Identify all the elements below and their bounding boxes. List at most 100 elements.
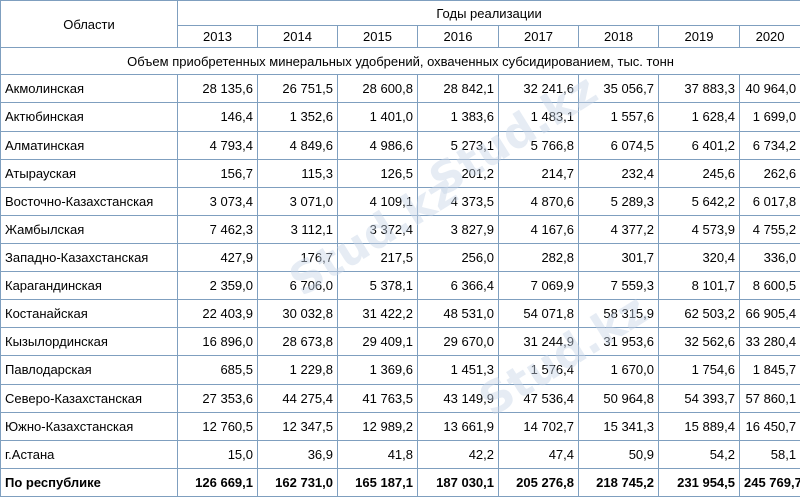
region-column-header: Области: [0, 0, 178, 48]
region-name: Костанайская: [0, 299, 178, 329]
value-cell: 245 769,7: [738, 467, 800, 497]
region-name: Западно-Казахстанская: [0, 242, 178, 273]
value-cell: 214,7: [498, 158, 579, 188]
value-cell: 126,5: [337, 158, 418, 188]
value-cell: 6 017,8: [738, 186, 800, 216]
value-cell: 48 531,0: [417, 299, 499, 329]
value-cell: 1 369,6: [337, 355, 418, 385]
year-header-row: 2013 2014 2015 2016 2017 2018 2019 2020: [1, 25, 800, 48]
value-cell: 3 827,9: [417, 214, 499, 244]
value-cell: 262,6: [738, 158, 800, 188]
value-cell: 47 536,4: [498, 383, 579, 413]
region-name: Кызылординская: [0, 327, 178, 357]
region-name: Карагандинская: [0, 271, 178, 301]
value-cell: 29 670,0: [417, 327, 499, 357]
value-cell: 47,4: [498, 439, 579, 469]
value-cell: 320,4: [658, 242, 740, 273]
value-cell: 1 670,0: [578, 355, 659, 385]
value-cell: 4 167,6: [498, 214, 579, 244]
value-cell: 31 953,6: [578, 327, 659, 357]
region-name: Северо-Казахстанская: [0, 383, 178, 413]
value-cell: 28 842,1: [417, 74, 499, 104]
value-cell: 3 372,4: [337, 214, 418, 244]
value-cell: 37 883,3: [658, 74, 740, 104]
year-header: 2014: [257, 25, 338, 48]
value-cell: 5 378,1: [337, 271, 418, 301]
table-row: Акмолинская 28 135,6 26 751,5 28 600,8 28 84…: [0, 74, 800, 104]
table-row: Северо-Казахстанская 27 353,6 44 275,4 41 7…: [0, 383, 800, 413]
value-cell: 32 562,6: [658, 327, 740, 357]
value-cell: 27 353,6: [177, 383, 258, 413]
value-cell: 42,2: [417, 439, 499, 469]
value-cell: 231 954,5: [658, 467, 740, 497]
value-cell: 336,0: [738, 242, 800, 273]
value-cell: 30 032,8: [257, 299, 338, 329]
value-cell: 13 661,9: [417, 411, 499, 441]
region-name: Акмолинская: [0, 74, 178, 104]
value-cell: 6 734,2: [738, 130, 800, 160]
table-row: Кызылординская 16 896,0 28 673,8 29 409,1 29…: [0, 327, 800, 357]
table-row: Атырауская 156,7 115,3 126,5 201,2 214,7 232,4…: [0, 158, 800, 188]
value-cell: 1 754,6: [658, 355, 740, 385]
value-cell: 6 706,0: [257, 271, 338, 301]
value-cell: 14 702,7: [498, 411, 579, 441]
value-cell: 7 069,9: [498, 271, 579, 301]
value-cell: 245,6: [658, 158, 740, 188]
value-cell: 16 450,7: [738, 411, 800, 441]
value-cell: 5 273,1: [417, 130, 499, 160]
value-cell: 50 964,8: [578, 383, 659, 413]
value-cell: 301,7: [578, 242, 659, 273]
region-name: Алматинская: [0, 130, 178, 160]
year-header: 2020: [738, 25, 800, 48]
value-cell: 685,5: [177, 355, 258, 385]
value-cell: 6 074,5: [578, 130, 659, 160]
value-cell: 205 276,8: [498, 467, 579, 497]
region-name: Восточно-Казахстанская: [0, 186, 178, 216]
value-cell: 256,0: [417, 242, 499, 273]
value-cell: 22 403,9: [177, 299, 258, 329]
value-cell: 5 289,3: [578, 186, 659, 216]
region-name: Жамбылская: [0, 214, 178, 244]
value-cell: 29 409,1: [337, 327, 418, 357]
value-cell: 4 986,6: [337, 130, 418, 160]
value-cell: 1 401,0: [337, 102, 418, 132]
value-cell: 162 731,0: [257, 467, 338, 497]
value-cell: 16 896,0: [177, 327, 258, 357]
value-cell: 8 101,7: [658, 271, 740, 301]
value-cell: 15,0: [177, 439, 258, 469]
year-header: 2013: [177, 25, 258, 48]
region-name: Атырауская: [0, 158, 178, 188]
table-body: Объем приобретенных минеральных удобрени…: [0, 46, 800, 497]
value-cell: 35 056,7: [578, 74, 659, 104]
table-row: Павлодарская 685,5 1 229,8 1 369,6 1 451,3 1 …: [0, 355, 800, 385]
value-cell: 41,8: [337, 439, 418, 469]
total-row: По республике 126 669,1 162 731,0 165 187,1…: [0, 467, 800, 497]
value-cell: 427,9: [177, 242, 258, 273]
section-title: Объем приобретенных минеральных удобрени…: [0, 46, 800, 76]
value-cell: 1 845,7: [738, 355, 800, 385]
year-header: 2017: [498, 25, 579, 48]
table-row: Южно-Казахстанская 12 760,5 12 347,5 12 989…: [0, 411, 800, 441]
value-cell: 66 905,4: [738, 299, 800, 329]
value-cell: 4 870,6: [498, 186, 579, 216]
value-cell: 217,5: [337, 242, 418, 273]
value-cell: 156,7: [177, 158, 258, 188]
table-row: Алматинская 4 793,4 4 849,6 4 986,6 5 273,1 5…: [0, 130, 800, 160]
value-cell: 50,9: [578, 439, 659, 469]
value-cell: 41 763,5: [337, 383, 418, 413]
table-row: Костанайская 22 403,9 30 032,8 31 422,2 48 5…: [0, 299, 800, 329]
value-cell: 1 576,4: [498, 355, 579, 385]
value-cell: 43 149,9: [417, 383, 499, 413]
value-cell: 58,1: [738, 439, 800, 469]
table-row: Актюбинская 146,4 1 352,6 1 401,0 1 383,6 1 4…: [0, 102, 800, 132]
value-cell: 12 989,2: [337, 411, 418, 441]
year-header: 2018: [578, 25, 659, 48]
value-cell: 32 241,6: [498, 74, 579, 104]
value-cell: 7 462,3: [177, 214, 258, 244]
region-name: Актюбинская: [0, 102, 178, 132]
value-cell: 4 377,2: [578, 214, 659, 244]
value-cell: 8 600,5: [738, 271, 800, 301]
value-cell: 4 109,1: [337, 186, 418, 216]
value-cell: 126 669,1: [177, 467, 258, 497]
region-name: г.Астана: [0, 439, 178, 469]
